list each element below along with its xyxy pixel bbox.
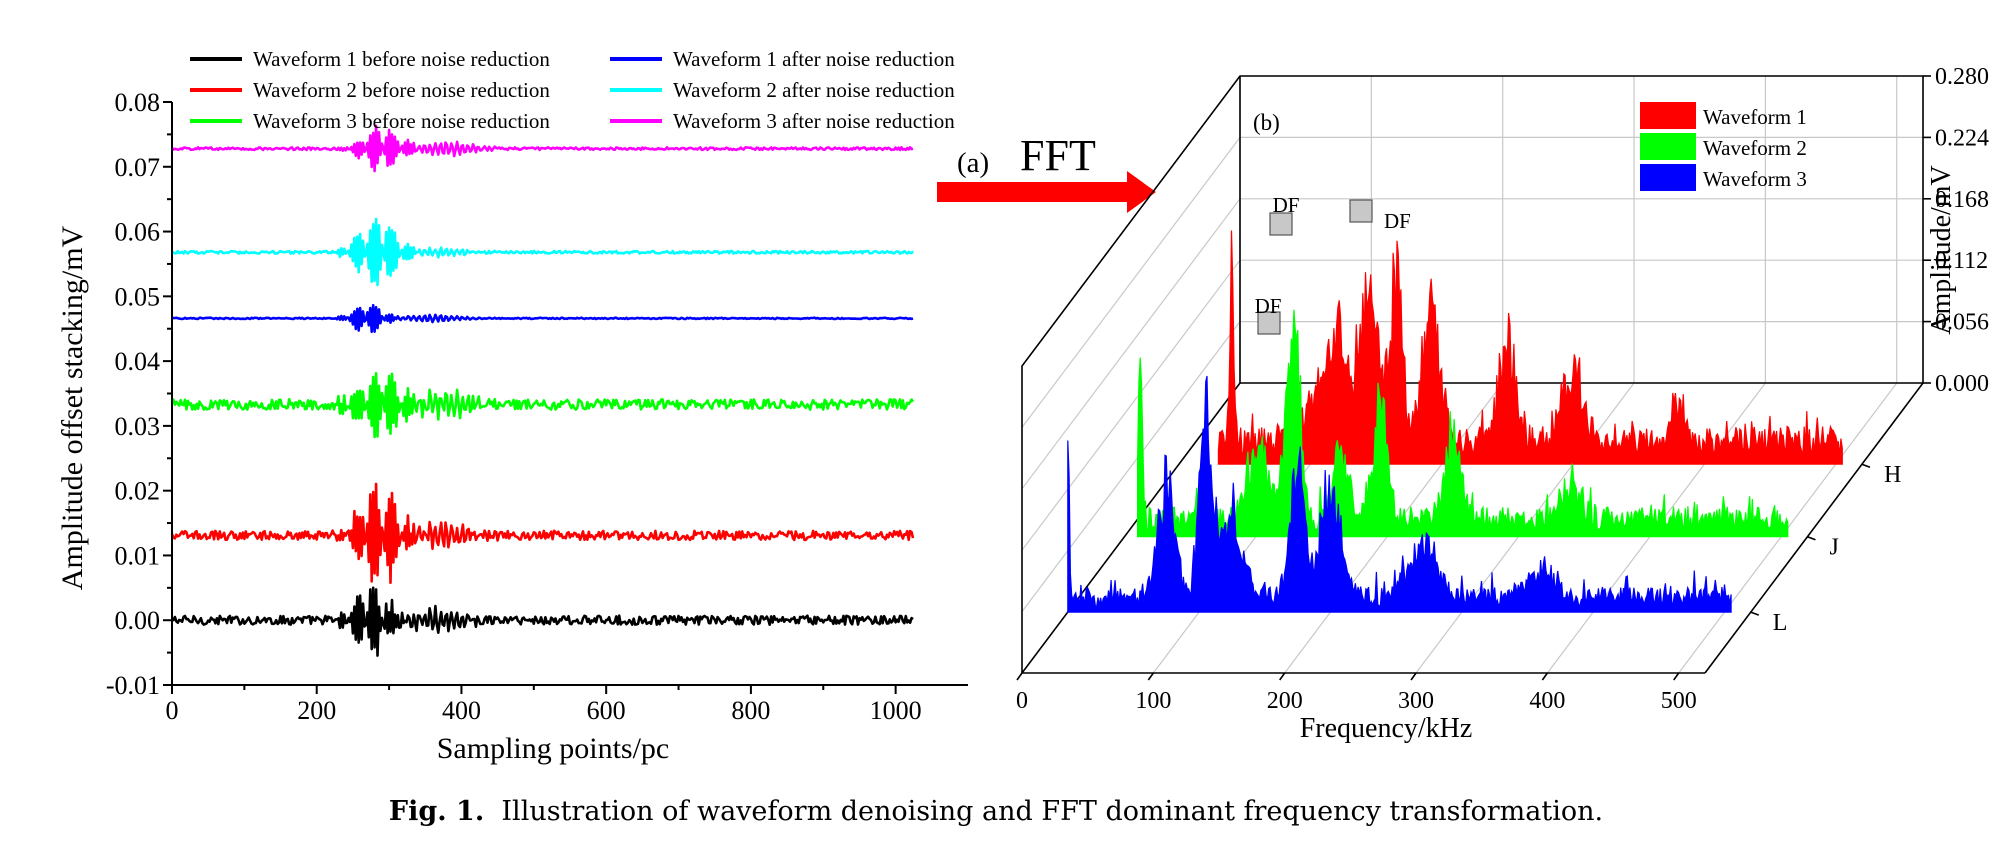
legend-swatch-3 [1640,164,1696,191]
x-tick-label: 0 [166,696,179,725]
series-line-2 [170,482,915,584]
y-tick-label: 0.06 [115,218,161,247]
df-annotation-label: DF [1384,209,1411,233]
x-tick-label: 400 [442,696,481,725]
figure-caption: Fig. 1. Illustration of waveform denoisi… [0,796,1992,827]
figure-caption-text: Illustration of waveform denoising and F… [501,796,1604,827]
panel-a-label: (a) [957,147,989,179]
amp-tick-label: 0.000 [1935,371,1989,397]
df-marker-1 [1349,199,1373,223]
freq-tick-mark [1279,672,1286,681]
side-wall-grid [1021,259,1241,551]
right-floor-edge [1704,382,1924,674]
depth-tick-mark [1750,611,1760,616]
panel-a-y-axis-title: Amplitude offset stacking/mV [56,225,89,590]
panel-b-series-group [1067,230,1843,613]
legend-label: Waveform 1 before noise reduction [253,47,550,71]
fft-arrow-shape [937,171,1156,213]
depth-label: H [1884,462,1901,488]
legend-swatch-1 [1640,102,1696,129]
y-tick-label: -0.01 [106,671,160,700]
back-wall-edges [1239,76,1923,384]
depth-label: L [1773,610,1788,636]
panel-a-series-group [170,124,915,657]
freq-tick-label: 0 [1016,688,1028,714]
legend-label: Waveform 3 before noise reduction [253,109,550,133]
y-tick-label: 0.02 [115,477,161,506]
y-tick-label: 0.05 [115,282,161,311]
panel-b-axis-ticks: 0 100 200 300 400 500 0.000 0.056 0.112 0.168 0.22… [1016,64,1989,714]
freq-tick-mark [1410,672,1417,681]
panel-b-front-frame [1022,382,1924,674]
freq-tick-label: 100 [1135,688,1171,714]
legend-label: Waveform 1 after noise reduction [673,47,955,71]
y-tick-label: 0.03 [115,412,161,441]
panel-b-z-axis-title: Amplitude/mV [1926,165,1957,335]
fft-arrow-label: FFT [1020,131,1096,180]
side-wall-grid [1021,321,1241,612]
panel-a-legend: Waveform 1 before noise reduction Wavefor… [190,47,955,133]
series-line-1 [171,586,914,657]
df-marker-2 [1269,212,1293,236]
panel-a-waveform-chart: 0 200 400 600 800 1000 -0.01 0.00 0.01 0.02 0.03 0.… [56,47,968,765]
side-wall-grid [1021,198,1241,490]
depth-tick-mark [1861,463,1871,468]
panel-b-legend: Waveform 1 Waveform 2 Waveform 3 [1640,102,1807,191]
depth-tick-mark [1807,535,1816,541]
freq-tick-mark [1147,672,1154,681]
spectrum-area-3 [1067,375,1732,613]
x-tick-label: 600 [587,696,626,725]
legend-label: Waveform 3 [1703,167,1807,191]
series-line-6 [170,124,914,173]
amp-tick-label: 0.112 [1935,248,1988,274]
x-tick-label: 200 [297,696,336,725]
y-tick-label: 0.00 [115,606,161,635]
freq-tick-label: 400 [1529,688,1565,714]
panel-b-label: (b) [1253,110,1280,135]
legend-label: Waveform 2 after noise reduction [673,78,955,102]
amp-tick-label: 0.168 [1935,187,1989,213]
legend-label: Waveform 2 before noise reduction [253,78,550,102]
panel-b-fft-3d-chart: 0 100 200 300 400 500 0.000 0.056 0.112 0.168 0.22… [1016,64,1989,744]
y-tick-label: 0.07 [115,153,161,182]
df-annotation-label: DF [1255,294,1282,318]
panel-a-axes: 0 200 400 600 800 1000 -0.01 0.00 0.01 0.02 0.03 0.… [106,88,968,725]
figure-caption-label: Fig. 1. [388,796,485,827]
x-tick-label: 800 [731,696,770,725]
amp-tick-label: 0.280 [1935,64,1989,90]
legend-swatch-2 [1640,133,1696,160]
depth-label: J [1829,535,1838,561]
legend-label: Waveform 2 [1703,136,1807,160]
y-tick-label: 0.08 [115,88,161,117]
freq-tick-mark [1541,672,1549,681]
freq-tick-mark [1673,672,1680,681]
amp-tick-label: 0.056 [1935,310,1989,336]
series-line-3 [170,372,915,439]
series-line-5 [171,217,915,287]
freq-tick-label: 300 [1398,688,1434,714]
spectrum-area-1 [1217,230,1843,465]
legend-label: Waveform 3 after noise reduction [673,109,955,133]
freq-tick-label: 200 [1267,688,1303,714]
y-tick-label: 0.04 [115,347,161,376]
legend-label: Waveform 1 [1703,105,1807,129]
df-annotation-label: DF [1273,193,1300,217]
freq-tick-mark [1016,672,1023,681]
series-line-4 [172,303,914,334]
amp-tick-label: 0.224 [1935,125,1989,151]
freq-tick-label: 500 [1661,688,1697,714]
y-tick-label: 0.01 [115,541,161,570]
x-tick-label: 1000 [870,696,922,725]
panel-b-annotations: DF DF DF [1255,193,1411,335]
fft-arrow: (a) FFT [937,131,1156,213]
df-marker-3 [1257,311,1281,335]
side-wall-grid [1021,137,1241,428]
panel-a-x-axis-title: Sampling points/pc [437,732,670,765]
panel-b-x-axis-title: Frequency/kHz [1300,713,1473,744]
